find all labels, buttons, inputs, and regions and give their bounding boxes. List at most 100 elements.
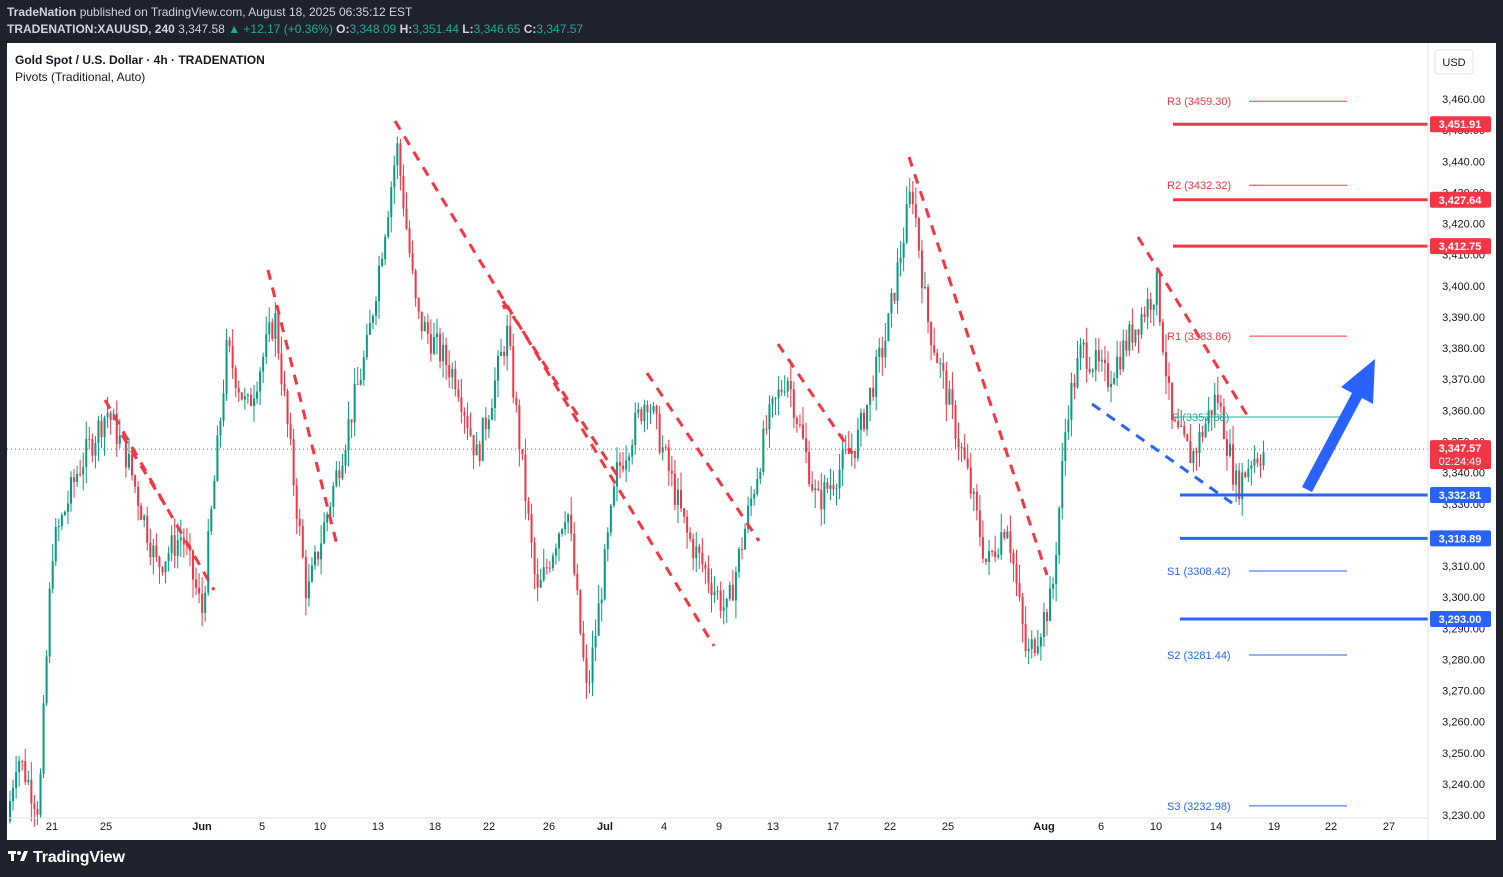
candle-body — [45, 656, 48, 704]
candle-body — [152, 545, 155, 557]
x-tick-label: 9 — [716, 821, 722, 833]
x-tick-label: Aug — [1033, 821, 1054, 833]
candle-body — [1134, 329, 1137, 343]
candle-body — [707, 568, 710, 584]
candle-body — [298, 518, 301, 527]
price-axis[interactable]: 3,460.003,450.003,440.003,430.003,420.00… — [1427, 43, 1491, 840]
candle-body — [576, 573, 579, 591]
publish-header: TradeNation published on TradingView.com… — [0, 0, 1503, 42]
tradingview-wordmark: TradingView — [33, 849, 125, 866]
candle-body — [808, 452, 811, 485]
candle-body — [802, 424, 804, 439]
candle-body — [204, 592, 207, 613]
candle-body — [1073, 382, 1076, 388]
candle-body — [585, 657, 588, 683]
trendline-resistance — [645, 372, 761, 542]
candle-body — [744, 528, 747, 550]
candle-body — [1006, 531, 1009, 538]
y-tick-label: 3,300.00 — [1442, 592, 1485, 604]
price-badge-label: 3,427.64 — [1439, 195, 1483, 207]
x-tick-label: Jul — [597, 821, 613, 833]
candle-body — [1131, 324, 1134, 343]
candle-body — [972, 491, 975, 494]
candle-body — [545, 567, 548, 569]
time-axis[interactable]: 21 25 Jun 5 10 13 18 22 26 Jul 4 9 13 17 22 25 Aug 6 10 14 1… — [7, 817, 1428, 833]
candle-body — [689, 532, 692, 539]
candle-body — [60, 515, 63, 527]
candle-body — [353, 383, 356, 423]
x-tick-label: 13 — [767, 821, 779, 833]
candle-body — [1143, 314, 1146, 317]
candle-body — [1088, 368, 1091, 373]
candle-body — [1247, 468, 1250, 478]
candle-body — [936, 352, 939, 364]
candle-body — [76, 473, 79, 482]
candle-body — [167, 553, 170, 562]
candle-body — [256, 391, 259, 399]
candle-body — [436, 333, 438, 338]
candle-body — [170, 535, 173, 554]
candle-body — [1027, 648, 1030, 651]
candle-body — [1137, 329, 1140, 335]
candle-body — [9, 801, 11, 822]
candle-body — [307, 581, 310, 599]
trendline-resistance — [776, 343, 854, 454]
candle-body — [561, 529, 564, 534]
x-tick-label: 14 — [1210, 821, 1222, 833]
candle-body — [1204, 423, 1207, 437]
candle-body — [582, 633, 585, 658]
candle-body — [676, 489, 679, 506]
x-tick-label: 17 — [827, 821, 839, 833]
indicator-label: Pivots (Traditional, Auto) — [15, 70, 145, 84]
candle-body — [323, 522, 326, 544]
candle-body — [960, 447, 963, 449]
candle-body — [1164, 351, 1167, 377]
candle-body — [856, 429, 859, 459]
candle-body — [304, 556, 307, 599]
candle-body — [509, 325, 512, 347]
candle-body — [628, 456, 631, 461]
candle-body — [27, 779, 30, 783]
candle-body — [640, 409, 643, 422]
candle-body — [890, 292, 893, 314]
candle-body — [182, 537, 185, 545]
candle-body — [292, 439, 295, 486]
tradingview-logo[interactable]: TradingView — [8, 849, 125, 867]
candle-body — [945, 370, 948, 405]
candle-body — [728, 584, 731, 599]
candle-body — [21, 761, 24, 763]
trendline-resistance — [120, 434, 167, 506]
candle-body — [692, 538, 695, 559]
candle-body — [54, 526, 57, 562]
candle-body — [939, 362, 942, 364]
publisher-name[interactable]: TradeNation — [7, 5, 77, 19]
candle-body — [533, 542, 536, 575]
candle-body — [1061, 460, 1064, 508]
candle-body — [295, 485, 298, 519]
candle-body — [548, 567, 551, 569]
candle-body — [527, 501, 530, 515]
candle-body — [920, 250, 923, 289]
candle-body — [829, 485, 832, 489]
candle-body — [1235, 470, 1238, 485]
candle-body — [1201, 431, 1204, 437]
candle-body — [512, 346, 515, 398]
candle-body — [1256, 458, 1259, 464]
candle-body — [1107, 363, 1109, 388]
currency-button[interactable] — [1434, 49, 1474, 75]
candle-body — [609, 505, 612, 533]
candle-body — [695, 546, 698, 559]
candle-body — [985, 558, 987, 562]
price-chart[interactable]: R3 (3459.30)R2 (3432.32)R1 (3383.86)P (3… — [7, 43, 1496, 840]
candle-body — [573, 533, 576, 574]
candle-body — [1168, 376, 1170, 383]
candle-body — [649, 411, 652, 413]
chart-panel[interactable]: R3 (3459.30)R2 (3432.32)R1 (3383.86)P (3… — [7, 43, 1496, 840]
candle-body — [1180, 425, 1183, 428]
price-badge — [1430, 238, 1491, 255]
candle-body — [646, 404, 649, 412]
candle-body — [704, 564, 707, 569]
candle-body — [701, 552, 704, 565]
candle-body — [195, 579, 198, 588]
candle-body — [963, 447, 966, 459]
